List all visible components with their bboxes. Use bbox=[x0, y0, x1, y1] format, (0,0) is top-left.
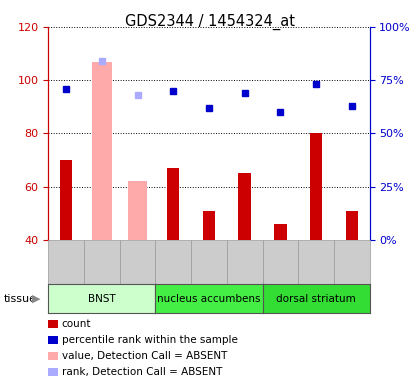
Text: nucleus accumbens: nucleus accumbens bbox=[157, 293, 261, 304]
Bar bbox=[310, 134, 322, 240]
FancyBboxPatch shape bbox=[227, 240, 262, 311]
Text: GDS2344 / 1454324_at: GDS2344 / 1454324_at bbox=[125, 13, 295, 30]
Bar bbox=[274, 224, 286, 240]
Bar bbox=[60, 160, 72, 240]
Bar bbox=[167, 168, 179, 240]
FancyBboxPatch shape bbox=[120, 240, 155, 311]
Bar bbox=[128, 181, 147, 240]
Bar bbox=[239, 174, 251, 240]
Text: value, Detection Call = ABSENT: value, Detection Call = ABSENT bbox=[62, 351, 227, 361]
FancyBboxPatch shape bbox=[84, 240, 120, 311]
FancyBboxPatch shape bbox=[298, 240, 334, 311]
Bar bbox=[92, 61, 112, 240]
FancyBboxPatch shape bbox=[334, 240, 370, 311]
Text: ▶: ▶ bbox=[32, 293, 40, 304]
Bar bbox=[203, 211, 215, 240]
FancyBboxPatch shape bbox=[191, 240, 227, 311]
Bar bbox=[346, 211, 358, 240]
FancyBboxPatch shape bbox=[262, 240, 298, 311]
Text: BNST: BNST bbox=[88, 293, 116, 304]
FancyBboxPatch shape bbox=[48, 240, 84, 311]
FancyBboxPatch shape bbox=[155, 240, 191, 311]
Text: percentile rank within the sample: percentile rank within the sample bbox=[62, 335, 238, 345]
Text: dorsal striatum: dorsal striatum bbox=[276, 293, 356, 304]
Text: rank, Detection Call = ABSENT: rank, Detection Call = ABSENT bbox=[62, 367, 222, 377]
Text: count: count bbox=[62, 319, 91, 329]
Text: tissue: tissue bbox=[4, 293, 37, 304]
